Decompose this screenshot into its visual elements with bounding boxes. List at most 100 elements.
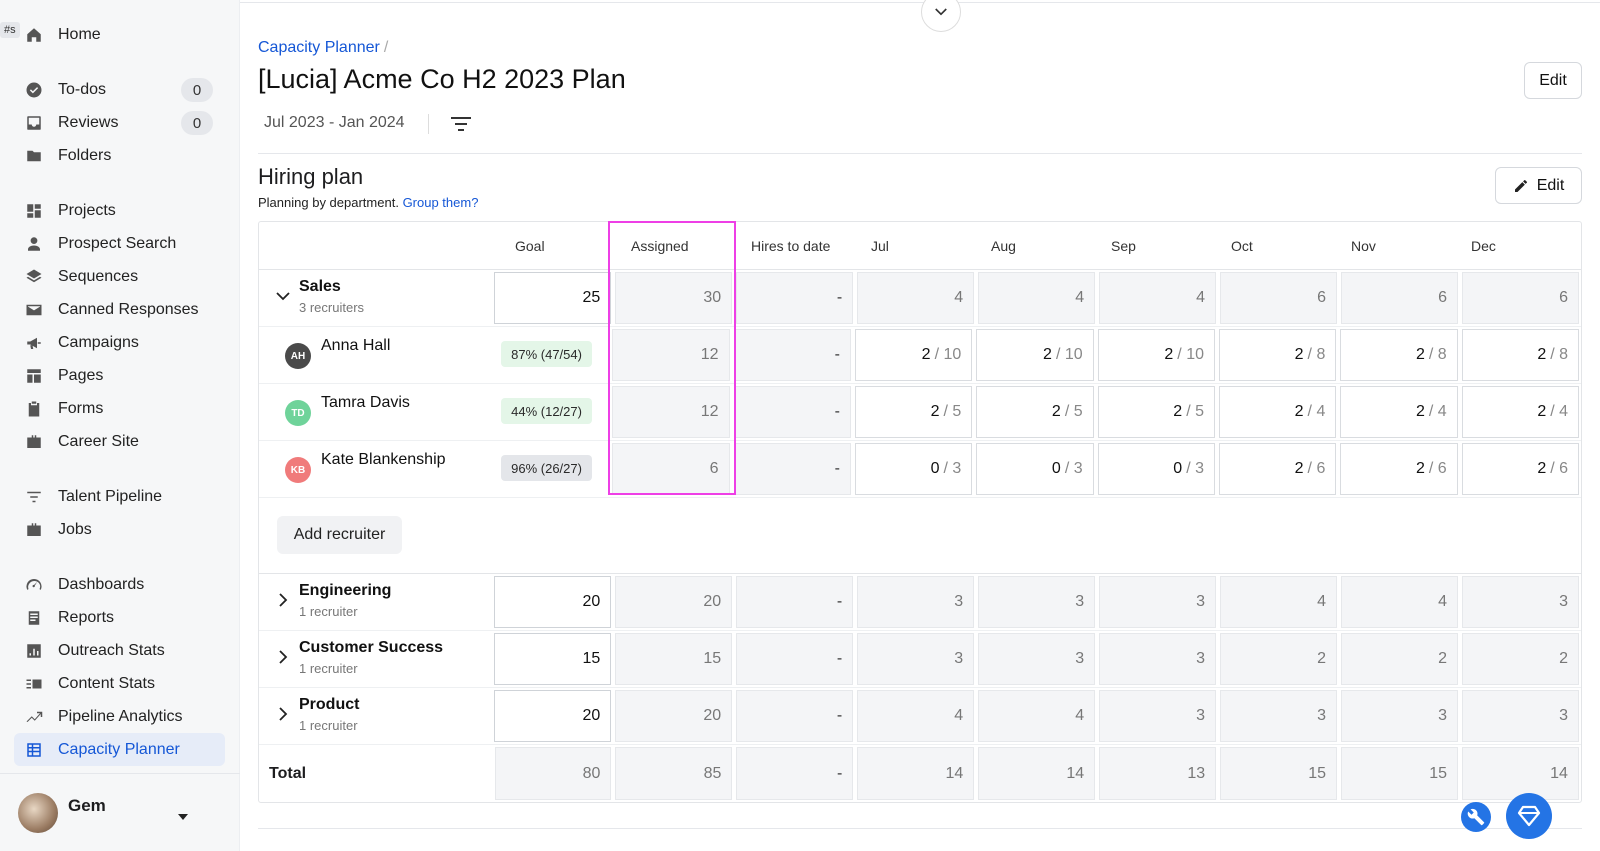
month-allocation-input[interactable]: 2/ 4 [1340,386,1458,438]
sidebar-item-to-dos[interactable]: To-dos 0 [14,73,225,106]
goal-input[interactable]: 25 [494,272,612,324]
department-row: Product 1 recruiter 20 20-4 4 3 3 3 3 [259,688,1581,745]
department-cell[interactable]: Sales 3 recruiters [259,270,492,326]
wrench-icon [1467,808,1485,826]
goal-input[interactable]: 20 [494,576,612,628]
capacity-cell: 87% (47/54) [493,327,610,383]
total-month-value: 13 [1099,747,1217,800]
assigned-value: 20 [615,690,733,742]
goal-input[interactable]: 20 [494,690,612,742]
chevron-right-icon[interactable] [275,592,291,608]
add-recruiter-button[interactable]: Add recruiter [277,516,402,554]
edit-hiring-plan-button[interactable]: Edit [1495,167,1582,204]
department-name: Engineering [299,582,392,599]
bar-chart-icon [24,641,44,661]
month-allocation-input[interactable]: 2/ 4 [1218,386,1337,438]
group-them-link[interactable]: Group them? [402,195,479,210]
column-header: Sep [1111,237,1136,254]
recruiter-name: Tamra Davis [321,394,410,411]
month-value: 2 [1462,633,1579,685]
recruiter-name: Anna Hall [321,337,391,354]
department-name: Customer Success [299,639,444,656]
sidebar-item-label: Career Site [58,432,139,450]
assigned-value: 20 [615,576,733,628]
sidebar-item-pipeline-analytics[interactable]: Pipeline Analytics [14,700,225,733]
month-allocation-input[interactable]: 2/ 10 [854,329,973,381]
total-month-value: 14 [1462,747,1579,800]
chevron-down-icon[interactable] [275,288,291,304]
inbox-icon [24,113,44,133]
sidebar-item-label: Content Stats [58,674,155,692]
department-cell[interactable]: Engineering 1 recruiter [259,574,492,630]
sidebar-item-campaigns[interactable]: Campaigns [14,326,225,359]
sidebar-item-forms[interactable]: Forms [14,392,225,425]
tools-button[interactable] [1461,802,1491,832]
edit-plan-button[interactable]: Edit [1524,62,1582,99]
page-title: [Lucia] Acme Co H2 2023 Plan [258,64,626,94]
month-allocation-input[interactable]: 2/ 6 [1218,443,1337,495]
month-allocation-input[interactable]: 2/ 6 [1461,443,1580,495]
month-allocation-input[interactable]: 2/ 5 [976,386,1094,438]
sidebar-item-canned-responses[interactable]: Canned Responses [14,293,225,326]
recruiter-cell: AH Anna Hall [259,327,493,383]
month-allocation-input[interactable]: 2/ 8 [1340,329,1458,381]
breadcrumb-link[interactable]: Capacity Planner [258,39,380,56]
chevron-right-icon[interactable] [275,706,291,722]
month-allocation-input[interactable]: 2/ 10 [976,329,1094,381]
gauge-icon [24,575,44,595]
sidebar-item-dashboards[interactable]: Dashboards [14,568,225,601]
sidebar-item-label: Forms [58,399,104,417]
month-allocation-input[interactable]: 0/ 3 [854,443,973,495]
mail-icon [24,300,44,320]
date-range[interactable]: Jul 2023 - Jan 2024 [264,114,405,131]
allocation-value: 2 [1537,403,1547,420]
sidebar-item-reports[interactable]: Reports [14,601,225,634]
department-cell[interactable]: Customer Success 1 recruiter [259,631,492,687]
sidebar-item-talent-pipeline[interactable]: Talent Pipeline [14,480,225,513]
month-allocation-input[interactable]: 2/ 10 [1097,329,1215,381]
filter-icon[interactable] [450,114,472,134]
month-allocation-input[interactable]: 0/ 3 [1097,443,1215,495]
user-menu[interactable]: Gem [0,773,240,851]
caret-down-icon[interactable] [178,814,188,820]
recruiter-cell: TD Tamra Davis [259,384,493,440]
sidebar-item-content-stats[interactable]: Content Stats [14,667,225,700]
sidebar-item-prospect-search[interactable]: Prospect Search [14,227,225,260]
month-value: 3 [1099,633,1217,685]
month-value: 3 [1099,690,1217,742]
sidebar-item-outreach-stats[interactable]: Outreach Stats [14,634,225,667]
section-subtitle-text: Planning by department. [258,195,399,210]
chevron-right-icon[interactable] [275,649,291,665]
month-allocation-input[interactable]: 2/ 4 [1461,386,1580,438]
user-name: Gem [68,795,106,815]
goal-input[interactable]: 15 [494,633,612,685]
month-value: 3 [857,633,975,685]
gem-button[interactable] [1506,793,1552,839]
month-allocation-input[interactable]: 2/ 8 [1218,329,1337,381]
allocation-capacity: / 4 [1550,403,1569,420]
recruiter-name: Kate Blankenship [321,451,446,468]
clipboard-icon [24,399,44,419]
breadcrumb-separator: / [383,39,389,56]
month-allocation-input[interactable]: 2/ 6 [1340,443,1458,495]
sidebar-item-career-site[interactable]: Career Site [14,425,225,458]
allocation-capacity: / 10 [934,346,962,363]
sidebar-item-capacity-planner[interactable]: Capacity Planner [14,733,225,766]
month-allocation-input[interactable]: 0/ 3 [976,443,1094,495]
sidebar-item-sequences[interactable]: Sequences [14,260,225,293]
month-allocation-input[interactable]: 2/ 5 [854,386,973,438]
sidebar-item-projects[interactable]: Projects [14,194,225,227]
sidebar-item-reviews[interactable]: Reviews 0 [14,106,225,139]
month-allocation-input[interactable]: 2/ 5 [1097,386,1215,438]
collapse-toggle[interactable] [921,0,961,32]
allocation-capacity: / 3 [943,460,962,477]
sidebar-item-jobs[interactable]: Jobs [14,513,225,546]
sidebar-item-folders[interactable]: Folders [14,139,225,172]
sidebar-item-label: Dashboards [58,575,145,593]
department-cell[interactable]: Product 1 recruiter [259,688,492,744]
sidebar-item-home[interactable]: Home [14,18,225,51]
sidebar-item-pages[interactable]: Pages [14,359,225,392]
month-allocation-input[interactable]: 2/ 8 [1461,329,1580,381]
